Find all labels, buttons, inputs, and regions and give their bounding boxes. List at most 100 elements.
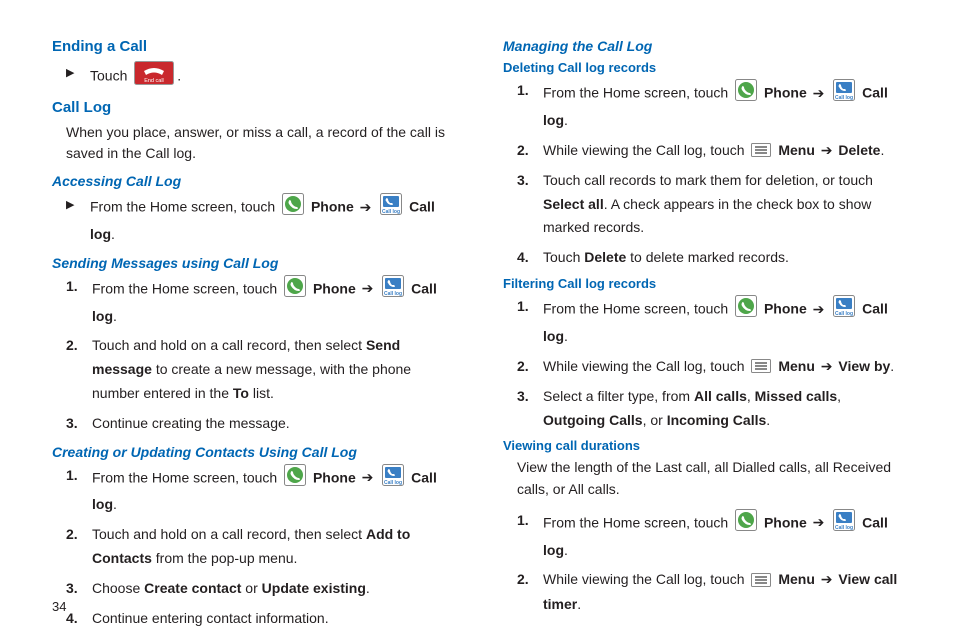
- right-column: Managing the Call Log Deleting Call log …: [503, 38, 906, 636]
- t: Touch and hold on a call record, then se…: [92, 526, 366, 542]
- viewing-step1: 1. From the Home screen, touch Phone ➔ C…: [517, 509, 906, 563]
- phone-icon: [282, 193, 304, 223]
- t: Outgoing Calls: [543, 412, 643, 428]
- ending-call-body: Touch End call .: [90, 61, 455, 93]
- step-body: Touch and hold on a call record, then se…: [92, 523, 455, 571]
- t: list.: [249, 385, 274, 401]
- arrow-icon: ➔: [813, 301, 825, 317]
- arrow-icon: ➔: [821, 358, 833, 374]
- t: Delete: [838, 142, 880, 158]
- sending-step3: 3. Continue creating the message.: [66, 412, 455, 436]
- calllog-icon: Call log: [382, 275, 404, 305]
- phone-icon: [284, 275, 306, 305]
- step-number: 2.: [517, 568, 543, 592]
- heading-filtering: Filtering Call log records: [503, 276, 906, 291]
- heading-sending: Sending Messages using Call Log: [52, 255, 455, 271]
- t: Menu: [778, 142, 815, 158]
- step-number: 2.: [66, 523, 92, 547]
- t: Touch: [543, 249, 584, 265]
- viewing-step2: 2. While viewing the Call log, touch Men…: [517, 568, 906, 616]
- t: Menu: [778, 571, 815, 587]
- t: Update existing: [262, 580, 366, 596]
- t: To: [233, 385, 249, 401]
- left-column: Ending a Call ▶ Touch End call . Call Lo…: [52, 38, 455, 636]
- sending-step1: 1. From the Home screen, touch Phone ➔ C…: [66, 275, 455, 329]
- arrow-icon: ➔: [813, 85, 825, 101]
- t: .: [577, 596, 581, 612]
- heading-accessing: Accessing Call Log: [52, 173, 455, 189]
- creating-step3: 3. Choose Create contact or Update exist…: [66, 577, 455, 601]
- t: View by: [838, 358, 890, 374]
- step-number: 2.: [66, 334, 92, 358]
- t: Select all: [543, 196, 604, 212]
- calllog-icon: Call log: [380, 193, 402, 223]
- t: Delete: [584, 249, 626, 265]
- step-number: 3.: [66, 577, 92, 601]
- calllog-intro: When you place, answer, or miss a call, …: [66, 122, 455, 165]
- accessing-body: From the Home screen, touch Phone ➔ Call…: [90, 193, 455, 247]
- heading-viewing: Viewing call durations: [503, 438, 906, 453]
- deleting-step3: 3. Touch call records to mark them for d…: [517, 169, 906, 240]
- arrow-icon: ➔: [821, 571, 833, 587]
- deleting-step2: 2. While viewing the Call log, touch Men…: [517, 139, 906, 163]
- step-number: 1.: [517, 295, 543, 319]
- deleting-step1: 1. From the Home screen, touch Phone ➔ C…: [517, 79, 906, 133]
- step-body: Continue entering contact information.: [92, 607, 455, 631]
- step-body: While viewing the Call log, touch Menu ➔…: [543, 139, 906, 163]
- phone-label: Phone: [311, 199, 354, 215]
- arrow-icon: ➔: [362, 280, 374, 296]
- step-body: Touch and hold on a call record, then se…: [92, 334, 455, 405]
- text: From the Home screen, touch: [92, 280, 277, 296]
- arrow-icon: ➔: [813, 514, 825, 530]
- calllog-icon: Call log: [833, 295, 855, 325]
- step-number: 2.: [517, 139, 543, 163]
- t: Menu: [778, 358, 815, 374]
- step-number: 1.: [66, 275, 92, 299]
- creating-step4: 4. Continue entering contact information…: [66, 607, 455, 631]
- t: , or: [643, 412, 667, 428]
- step-body: While viewing the Call log, touch Menu ➔…: [543, 568, 906, 616]
- text: From the Home screen, touch: [92, 469, 277, 485]
- heading-deleting: Deleting Call log records: [503, 60, 906, 75]
- t: All calls: [694, 388, 747, 404]
- ending-call-step: ▶ Touch End call .: [66, 61, 455, 93]
- creating-step1: 1. From the Home screen, touch Phone ➔ C…: [66, 464, 455, 518]
- phone-icon: [284, 464, 306, 494]
- step-body: Touch Delete to delete marked records.: [543, 246, 906, 270]
- text-touch: Touch: [90, 68, 127, 84]
- filtering-step1: 1. From the Home screen, touch Phone ➔ C…: [517, 295, 906, 349]
- end-call-icon: End call: [134, 61, 174, 93]
- t: Choose: [92, 580, 144, 596]
- step-body: Choose Create contact or Update existing…: [92, 577, 455, 601]
- sending-step2: 2. Touch and hold on a call record, then…: [66, 334, 455, 405]
- step-number: 2.: [517, 355, 543, 379]
- t: from the pop-up menu.: [152, 550, 298, 566]
- step-number: 3.: [517, 385, 543, 409]
- t: or: [241, 580, 261, 596]
- step-body: Continue creating the message.: [92, 412, 455, 436]
- text: From the Home screen, touch: [543, 301, 728, 317]
- t: Create contact: [144, 580, 241, 596]
- t: ,: [747, 388, 755, 404]
- t: .: [766, 412, 770, 428]
- svg-text:End call: End call: [144, 78, 164, 84]
- phone-label: Phone: [313, 280, 356, 296]
- t: While viewing the Call log, touch: [543, 142, 748, 158]
- step-body: From the Home screen, touch Phone ➔ Call…: [543, 295, 906, 349]
- step-number: 1.: [517, 79, 543, 103]
- phone-label: Phone: [764, 514, 807, 530]
- creating-step2: 2. Touch and hold on a call record, then…: [66, 523, 455, 571]
- calllog-icon: Call log: [833, 509, 855, 539]
- viewing-intro: View the length of the Last call, all Di…: [517, 457, 906, 500]
- step-body: Touch call records to mark them for dele…: [543, 169, 906, 240]
- svg-text:Call log: Call log: [382, 209, 400, 215]
- phone-icon: [735, 509, 757, 539]
- heading-ending-call: Ending a Call: [52, 38, 455, 55]
- phone-label: Phone: [764, 301, 807, 317]
- step-body: From the Home screen, touch Phone ➔ Call…: [92, 464, 455, 518]
- t: Touch and hold on a call record, then se…: [92, 337, 366, 353]
- arrow-icon: ➔: [360, 199, 372, 215]
- t: ,: [837, 388, 841, 404]
- menu-icon: [751, 139, 771, 163]
- filtering-step2: 2. While viewing the Call log, touch Men…: [517, 355, 906, 379]
